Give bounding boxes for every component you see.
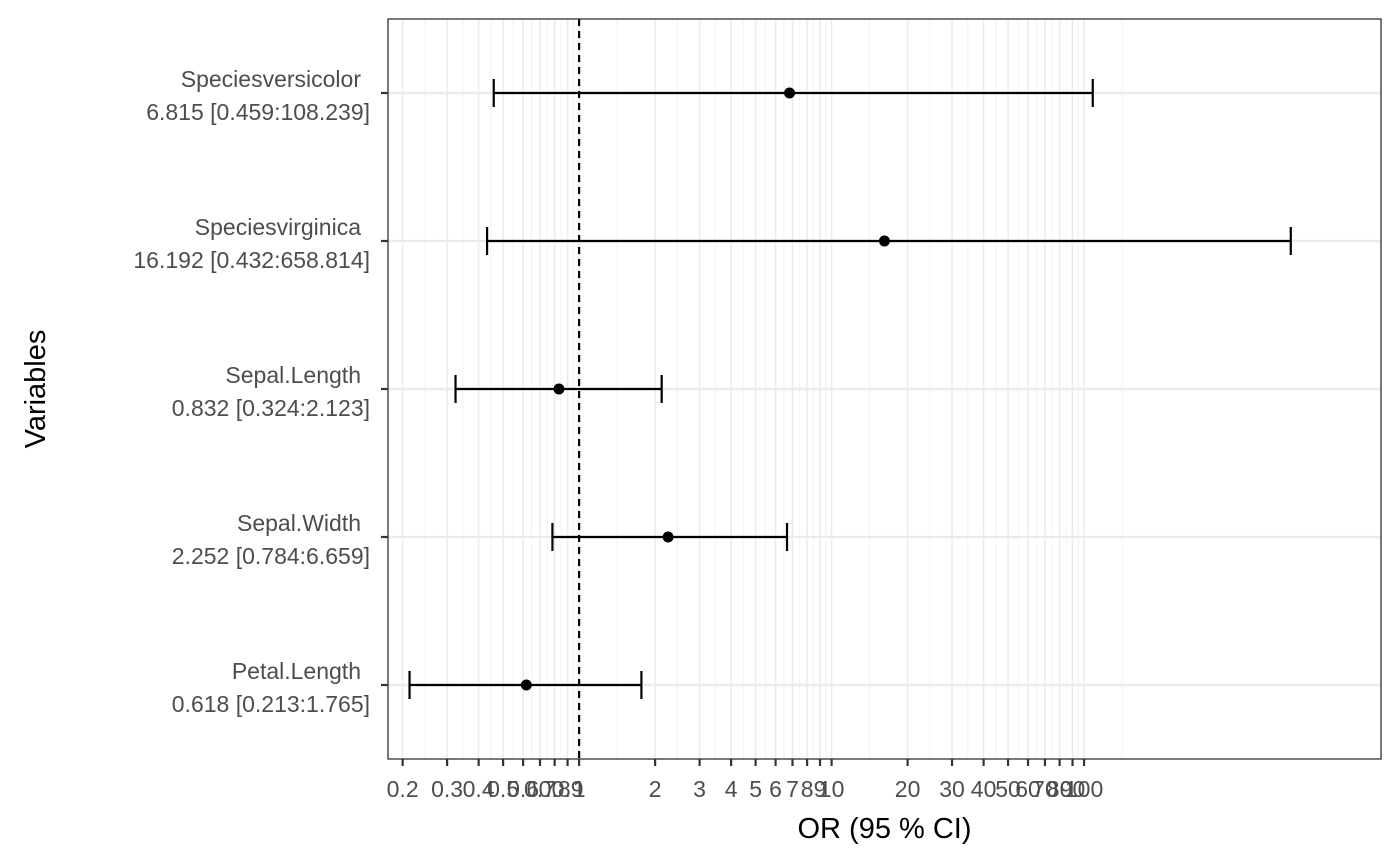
x-tick-label: 0.7 (524, 776, 556, 802)
x-tick-label: 0.4 (463, 776, 495, 802)
y-tick-label-variable: Petal.Length (232, 658, 361, 684)
y-tick-label-variable: Speciesvirginica (195, 214, 361, 240)
x-tick-label: 2 (649, 776, 662, 802)
x-axis-title: OR (95 % CI) (797, 813, 971, 845)
or-point (878, 235, 890, 247)
data-marks (408, 79, 1292, 699)
or-point (662, 531, 674, 543)
y-tick-label-summary: 0.832 [0.324:2.123] (172, 395, 370, 421)
x-tick-label: 50 (995, 776, 1021, 802)
y-tick-label-summary: 16.192 [0.432:658.814] (133, 247, 370, 273)
x-tick-label: 1 (573, 776, 586, 802)
x-tick-label: 60 (1015, 776, 1041, 802)
x-tick-label: 0.3 (431, 776, 463, 802)
x-tick-label: 80 (1047, 776, 1073, 802)
x-tick-label: 40 (971, 776, 997, 802)
x-tick-label: 8 (801, 776, 814, 802)
x-tick-label: 7 (786, 776, 799, 802)
y-axis-title: Variables (20, 330, 52, 449)
grid-lines (388, 19, 1381, 759)
or-point (553, 383, 565, 395)
y-tick-label-variable: Sepal.Length (225, 362, 361, 388)
x-tick-label: 5 (749, 776, 762, 802)
y-tick-label-variable: Sepal.Width (237, 510, 361, 536)
y-tick-label-variable: Speciesversicolor (181, 66, 362, 92)
or-point (520, 679, 532, 691)
x-tick-label: 0.2 (387, 776, 419, 802)
x-tick-label: 6 (769, 776, 782, 802)
x-tick-label: 10 (819, 776, 845, 802)
x-tick-label: 9 (814, 776, 827, 802)
x-tick-label: 70 (1032, 776, 1058, 802)
x-tick-label: 0.5 (487, 776, 519, 802)
y-tick-label-summary: 2.252 [0.784:6.659] (172, 543, 370, 569)
x-tick-label: 4 (725, 776, 738, 802)
x-tick-label: 0.6 (507, 776, 539, 802)
x-tick-label: 3 (693, 776, 706, 802)
x-tick-label: 0.8 (539, 776, 571, 802)
x-tick-label: 90 (1060, 776, 1086, 802)
x-tick-label: 30 (939, 776, 965, 802)
or-point (784, 87, 796, 99)
y-tick-label-summary: 6.815 [0.459:108.239] (146, 99, 370, 125)
x-tick-label: 0.9 (552, 776, 584, 802)
x-tick-label: 100 (1065, 776, 1103, 802)
x-tick-label: 20 (895, 776, 921, 802)
axes: Speciesversicolor 6.815 [0.459:108.239] Sp… (133, 66, 1103, 802)
y-tick-label-summary: 0.618 [0.213:1.765] (172, 691, 370, 717)
